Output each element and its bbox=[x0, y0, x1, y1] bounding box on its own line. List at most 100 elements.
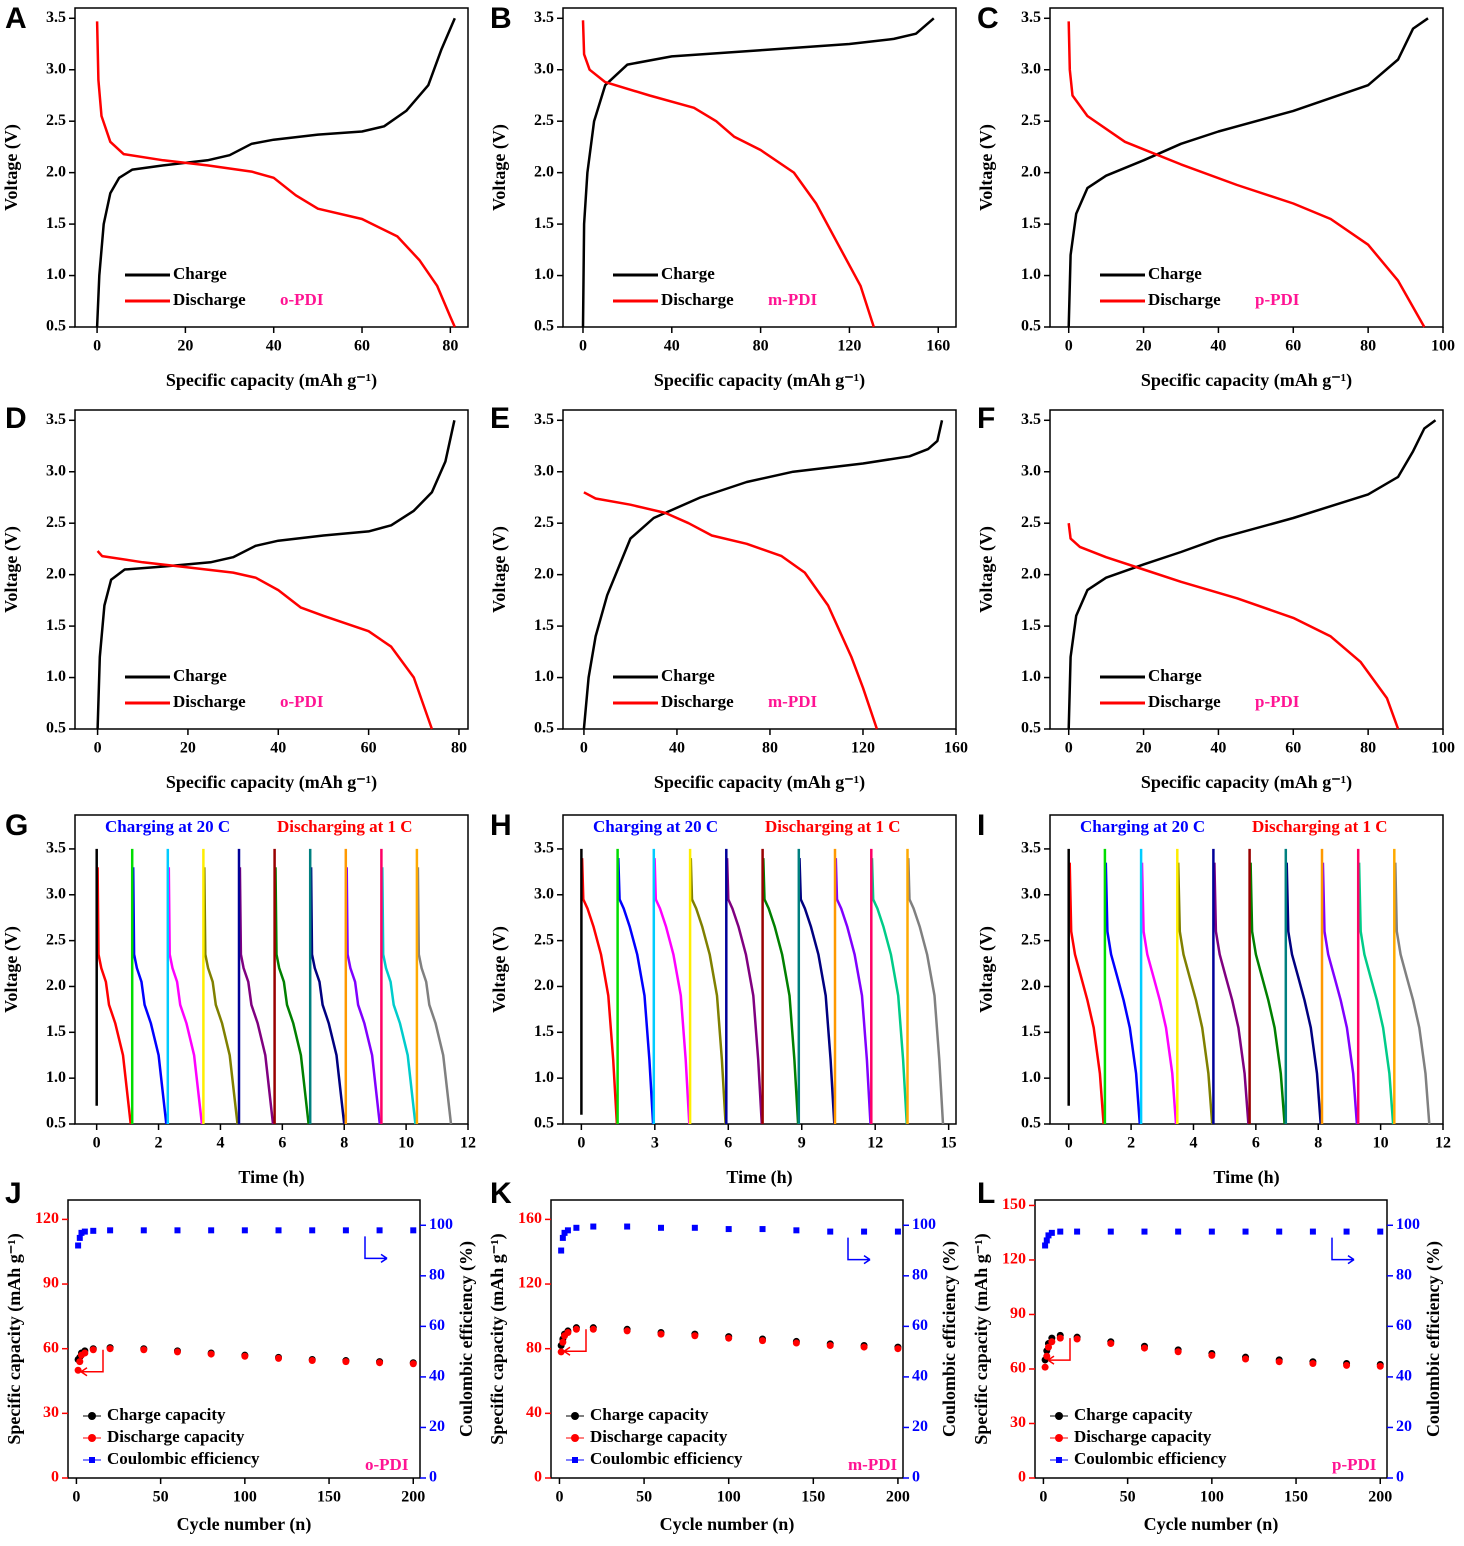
legend-label: Charge bbox=[661, 264, 715, 283]
point bbox=[309, 1227, 316, 1234]
x-axis-label: Time (h) bbox=[238, 1167, 304, 1188]
point bbox=[725, 1226, 732, 1233]
series-line bbox=[1067, 17, 1429, 328]
y-tick-label: 1.0 bbox=[534, 266, 554, 283]
plot-frame bbox=[562, 814, 957, 1125]
x-tick-label: 6 bbox=[278, 1135, 286, 1152]
point bbox=[1309, 1228, 1316, 1235]
x-tick-label: 0 bbox=[1039, 1489, 1047, 1506]
point bbox=[1056, 1334, 1064, 1342]
series-line bbox=[798, 858, 836, 1125]
series-line bbox=[870, 858, 909, 1125]
x-tick-label: 160 bbox=[926, 338, 950, 355]
x-tick-label: 150 bbox=[1284, 1489, 1308, 1506]
legend-label: Coulombic efficiency bbox=[590, 1449, 743, 1468]
legend-marker bbox=[1055, 1434, 1063, 1442]
y2-tick-label: 0 bbox=[1396, 1469, 1404, 1486]
point bbox=[1141, 1228, 1148, 1235]
y-tick-label: 60 bbox=[43, 1339, 59, 1356]
point bbox=[1042, 1242, 1049, 1249]
annotation: m-PDI bbox=[848, 1455, 897, 1474]
y-tick-label: 3.5 bbox=[534, 411, 554, 428]
point bbox=[559, 1234, 566, 1241]
y-tick-label: 3.0 bbox=[1021, 885, 1041, 902]
legend-marker bbox=[1055, 1412, 1063, 1420]
y-tick-label: 3.0 bbox=[46, 60, 66, 77]
y-tick-label: 1.0 bbox=[534, 1069, 554, 1086]
y2-axis-label: Coulombic efficiency (%) bbox=[939, 1241, 960, 1437]
y-tick-label: 2.0 bbox=[534, 565, 554, 582]
y2-tick-label: 0 bbox=[912, 1469, 920, 1486]
y2-tick-label: 40 bbox=[429, 1368, 445, 1385]
axis-arrow bbox=[847, 1237, 871, 1265]
legend-label: Charge capacity bbox=[107, 1405, 226, 1424]
annotation: Discharging at 1 C bbox=[765, 817, 901, 836]
y-tick-label: 1.5 bbox=[534, 215, 554, 232]
annotation: o-PDI bbox=[280, 290, 324, 309]
y-tick-label: 2.5 bbox=[46, 112, 66, 129]
x-tick-label: 0 bbox=[1065, 1135, 1073, 1152]
x-tick-label: 0 bbox=[1065, 338, 1073, 355]
y-tick-label: 2.0 bbox=[534, 977, 554, 994]
x-tick-label: 2 bbox=[1127, 1135, 1135, 1152]
x-tick-label: 100 bbox=[1431, 740, 1455, 757]
y-tick-label: 0 bbox=[1018, 1469, 1026, 1486]
point bbox=[140, 1227, 147, 1234]
y2-tick-label: 20 bbox=[429, 1418, 445, 1435]
point bbox=[861, 1228, 868, 1235]
legend-label: Charge bbox=[173, 666, 227, 685]
point bbox=[410, 1227, 417, 1234]
point bbox=[564, 1329, 572, 1337]
point bbox=[1073, 1335, 1081, 1343]
x-tick-label: 0 bbox=[93, 338, 101, 355]
annotation: Discharging at 1 C bbox=[277, 817, 413, 836]
x-tick-label: 40 bbox=[270, 740, 286, 757]
x-tick-label: 60 bbox=[1285, 740, 1301, 757]
point bbox=[409, 1360, 417, 1368]
series-line bbox=[582, 420, 944, 730]
y-tick-label: 1.5 bbox=[1021, 617, 1041, 634]
y2-tick-label: 60 bbox=[1396, 1317, 1412, 1334]
y-tick-label: 0.5 bbox=[46, 318, 66, 335]
point bbox=[691, 1332, 699, 1340]
point bbox=[1174, 1348, 1182, 1356]
y-tick-label: 2.5 bbox=[46, 931, 66, 948]
legend-label: Coulombic efficiency bbox=[107, 1449, 260, 1468]
y-axis-label: Voltage (V) bbox=[1, 926, 22, 1013]
x-tick-label: 80 bbox=[762, 740, 778, 757]
y-tick-label: 1.5 bbox=[1021, 1023, 1041, 1040]
point bbox=[140, 1346, 148, 1354]
y-tick-label: 0.5 bbox=[1021, 318, 1041, 335]
y-tick-label: 90 bbox=[1010, 1305, 1026, 1322]
legend-marker bbox=[572, 1457, 578, 1463]
y-tick-label: 90 bbox=[43, 1275, 59, 1292]
legend-label: Discharge bbox=[173, 692, 246, 711]
series-line bbox=[581, 17, 935, 328]
y-tick-label: 120 bbox=[1002, 1251, 1026, 1268]
axis-arrow bbox=[1047, 1338, 1071, 1365]
y2-tick-label: 20 bbox=[1396, 1418, 1412, 1435]
y-tick-label: 3.5 bbox=[1021, 9, 1041, 26]
legend-label: Charge bbox=[1148, 666, 1202, 685]
x-tick-label: 0 bbox=[579, 338, 587, 355]
x-tick-label: 12 bbox=[1435, 1135, 1451, 1152]
panel-label: D bbox=[5, 402, 27, 435]
x-tick-label: 20 bbox=[180, 740, 196, 757]
point bbox=[590, 1223, 597, 1230]
point bbox=[342, 1227, 349, 1234]
series-line bbox=[617, 858, 655, 1125]
y-axis-label: Specific capacity (mAh g⁻¹) bbox=[4, 1233, 25, 1444]
point bbox=[894, 1345, 902, 1353]
y-tick-label: 2.5 bbox=[1021, 112, 1041, 129]
y-tick-label: 3.5 bbox=[1021, 411, 1041, 428]
point bbox=[1376, 1362, 1384, 1370]
point bbox=[691, 1224, 698, 1231]
annotation: p-PDI bbox=[1255, 290, 1300, 309]
x-tick-label: 0 bbox=[72, 1489, 80, 1506]
series-line bbox=[1176, 862, 1214, 1125]
point bbox=[1107, 1228, 1114, 1235]
y-tick-label: 150 bbox=[1002, 1196, 1026, 1213]
x-tick-label: 0 bbox=[94, 740, 102, 757]
x-axis-label: Specific capacity (mAh g⁻¹) bbox=[166, 772, 377, 793]
